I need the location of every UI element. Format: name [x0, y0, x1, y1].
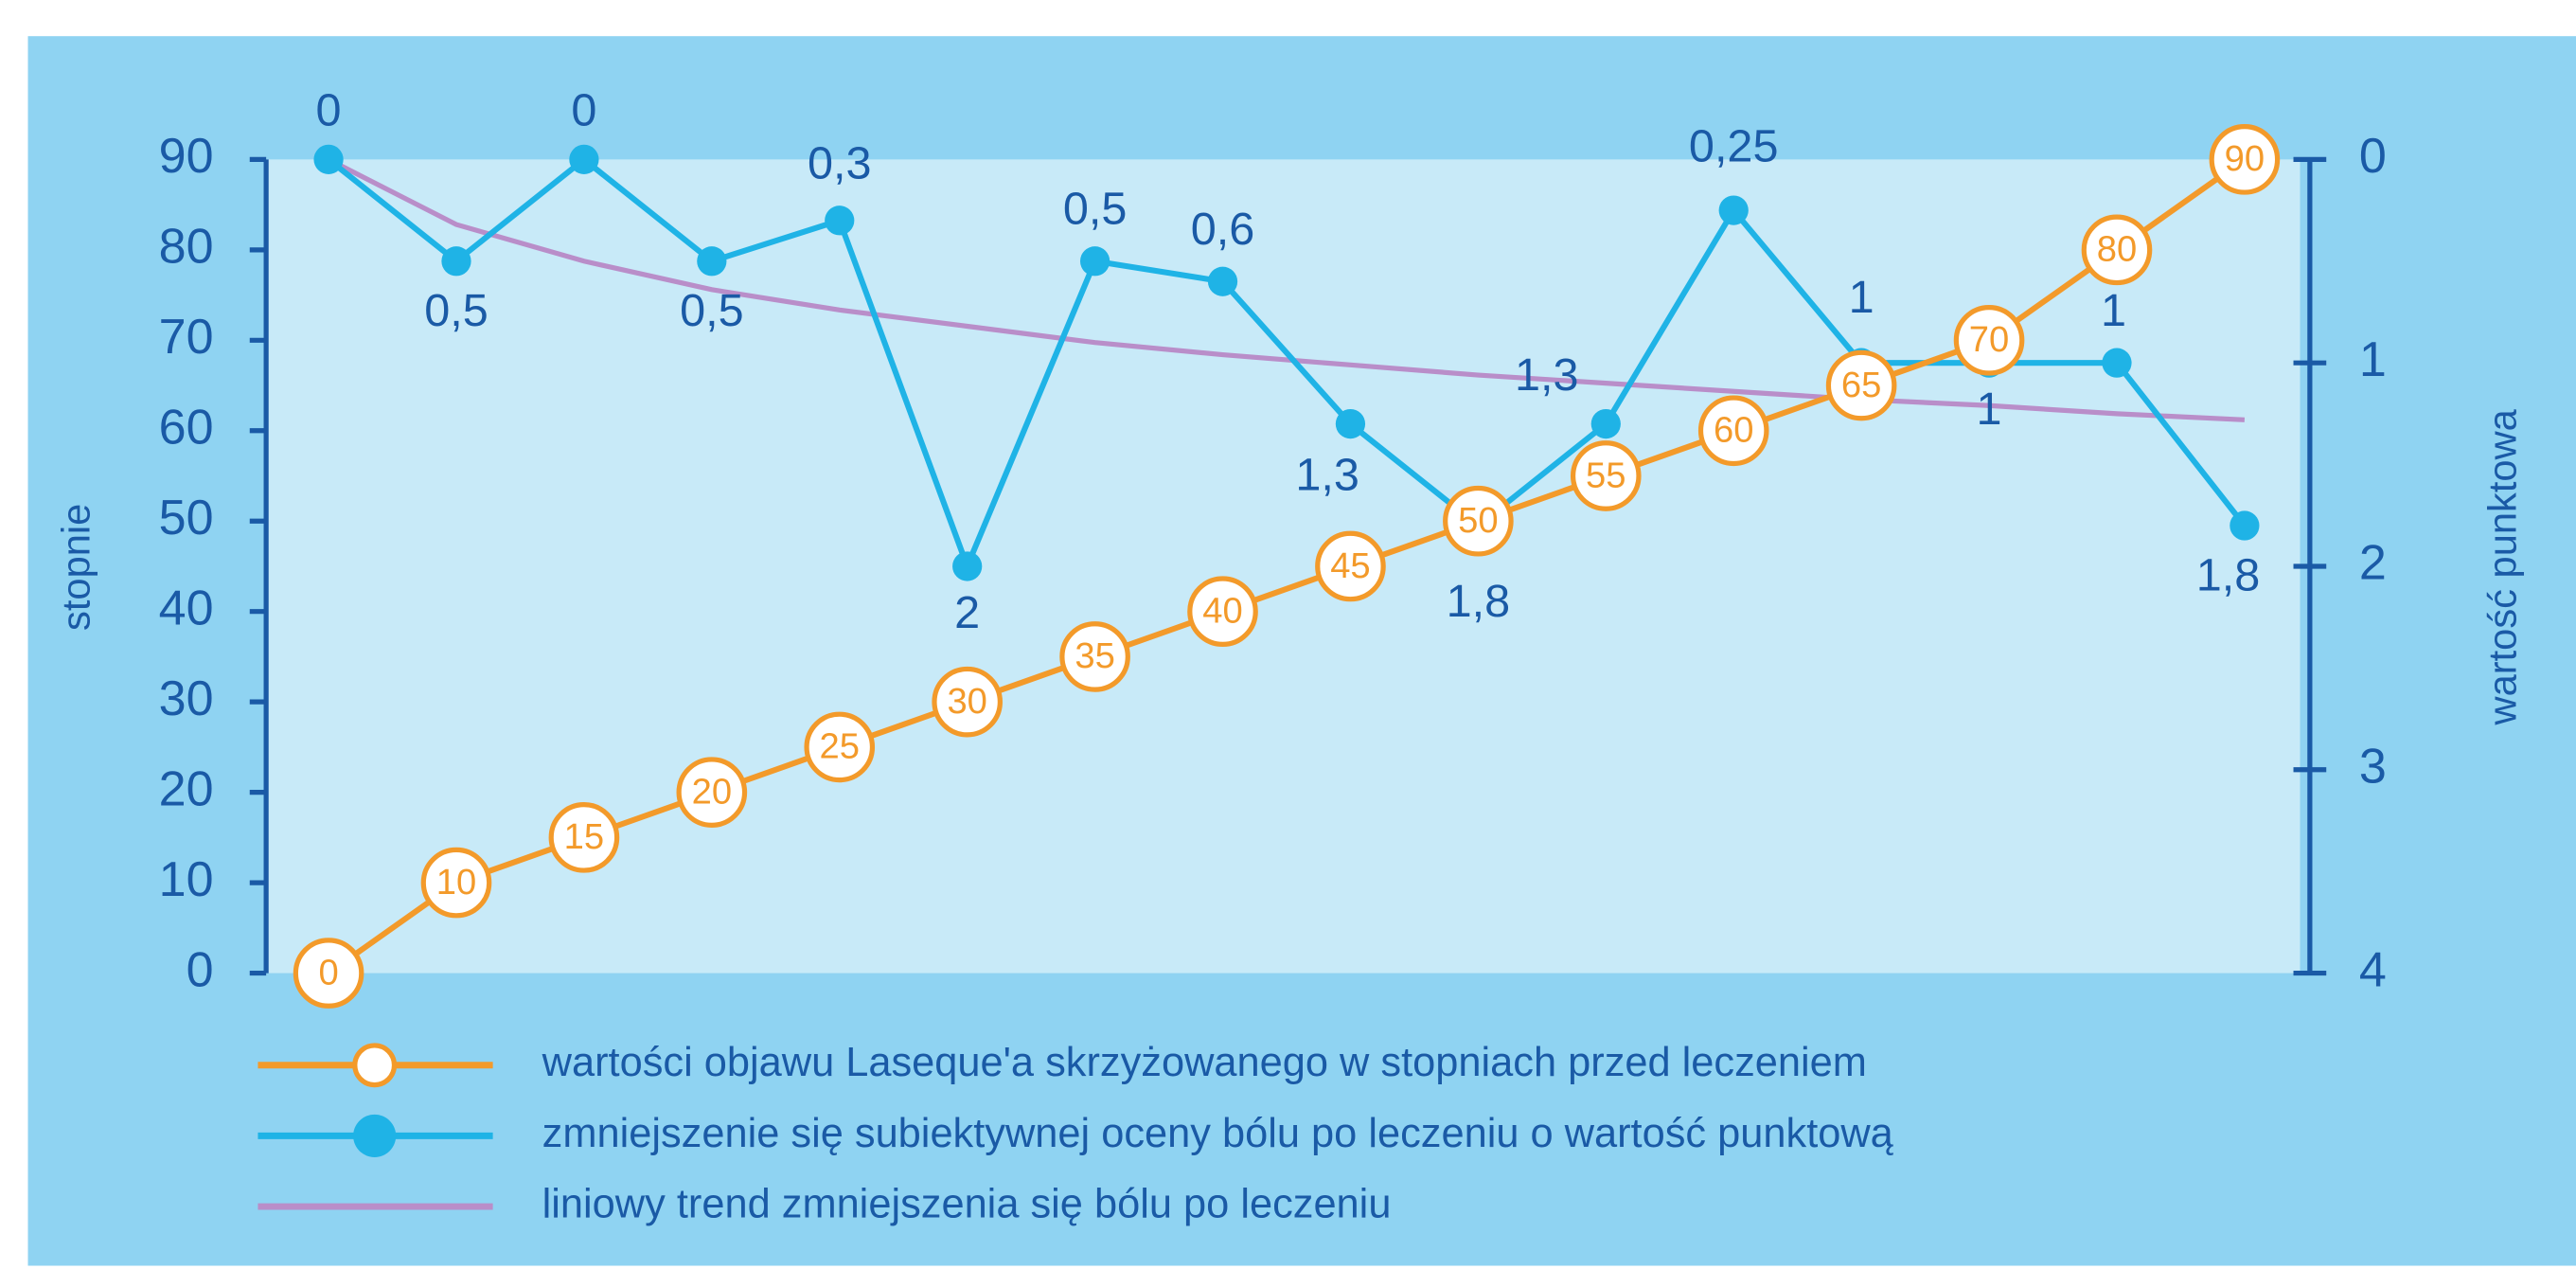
- marker: [932, 666, 1003, 738]
- marker: [1570, 440, 1642, 511]
- marker: [1335, 408, 1366, 439]
- data-label: 30: [947, 681, 986, 722]
- marker: [1825, 349, 1897, 421]
- marker: [2081, 214, 2153, 286]
- data-label: 0,5: [1063, 184, 1128, 235]
- data-label: 90: [2225, 138, 2265, 179]
- data-label: 1,3: [1515, 349, 1579, 401]
- data-label: 1,8: [2196, 549, 2261, 600]
- data-label: 40: [1202, 591, 1242, 632]
- y-tick-label: 80: [159, 220, 214, 275]
- data-label: 60: [1714, 410, 1753, 451]
- marker: [952, 551, 983, 581]
- y-tick-label: 70: [159, 310, 214, 365]
- data-label: 0,6: [1191, 204, 1255, 255]
- data-label: 50: [1458, 500, 1498, 541]
- marker: [1590, 408, 1621, 439]
- marker: [2230, 510, 2260, 541]
- marker: [825, 206, 855, 236]
- data-label: 1: [1849, 272, 1874, 323]
- y-tick-label: 30: [159, 671, 214, 726]
- data-label: 35: [1075, 635, 1114, 676]
- data-label: 0: [571, 85, 596, 136]
- marker: [1315, 530, 1386, 602]
- series-line: [327, 156, 2247, 976]
- data-label: 45: [1330, 545, 1370, 586]
- data-label: 10: [436, 862, 476, 903]
- data-label: 15: [564, 816, 604, 857]
- data-label: 0: [316, 85, 342, 136]
- data-label: 1: [2101, 285, 2126, 336]
- y-tick-label: 0: [187, 942, 214, 997]
- legend-label: liniowy trend zmniejszenia się bólu po l…: [542, 1181, 1392, 1226]
- marker: [1718, 195, 1749, 225]
- y2-tick-label: 1: [2359, 332, 2387, 387]
- marker: [2102, 348, 2132, 378]
- data-label: 80: [2097, 229, 2137, 270]
- data-label: 1: [1977, 384, 2002, 435]
- data-label: 0,25: [1689, 121, 1779, 172]
- legend-label: wartości objawu Laseque'a skrzyżowanego …: [542, 1040, 1867, 1085]
- marker: [313, 144, 344, 174]
- y-tick-label: 40: [159, 581, 214, 635]
- marker: [1059, 621, 1130, 692]
- marker: [420, 847, 492, 919]
- marker: [293, 938, 364, 1009]
- data-label: 65: [1841, 365, 1881, 405]
- data-label: 0,5: [424, 285, 489, 336]
- y2-tick-label: 0: [2359, 129, 2387, 184]
- y-tick-label: 90: [159, 129, 214, 184]
- data-label: 70: [1969, 319, 2009, 360]
- y2-tick-label: 3: [2359, 740, 2387, 795]
- marker: [1079, 246, 1110, 277]
- y-tick-label: 50: [159, 491, 214, 545]
- y2-tick-label: 4: [2359, 942, 2387, 997]
- legend-marker: [352, 1043, 398, 1088]
- data-label: 1,8: [1447, 576, 1511, 627]
- legend-label: zmniejszenie się subiektywnej oceny bólu…: [542, 1111, 1894, 1156]
- data-label: 0,3: [808, 137, 872, 188]
- marker: [2209, 124, 2281, 195]
- marker: [1697, 395, 1769, 467]
- data-label: 55: [1586, 455, 1626, 495]
- marker: [1443, 485, 1514, 557]
- y-axis-label: stopnie: [53, 504, 98, 631]
- marker: [441, 246, 471, 277]
- data-label: 1,3: [1295, 450, 1359, 501]
- data-label: 20: [692, 771, 732, 812]
- data-label: 0,5: [680, 285, 744, 336]
- y-tick-label: 60: [159, 401, 214, 456]
- data-label: 25: [820, 726, 860, 767]
- legend-marker: [353, 1114, 397, 1157]
- y-tick-label: 20: [159, 761, 214, 816]
- marker: [1207, 266, 1238, 296]
- marker: [697, 246, 727, 277]
- marker: [804, 711, 876, 783]
- marker: [1953, 304, 2025, 376]
- marker: [1187, 576, 1258, 648]
- y2-tick-label: 2: [2359, 536, 2387, 591]
- marker: [548, 802, 620, 873]
- data-label: 2: [954, 587, 980, 638]
- marker: [676, 757, 748, 828]
- y2-axis-label: wartość punktowa: [2479, 408, 2524, 725]
- data-label: 0: [318, 952, 338, 992]
- marker: [569, 144, 599, 174]
- y-tick-label: 10: [159, 852, 214, 907]
- series-line: [327, 157, 2246, 422]
